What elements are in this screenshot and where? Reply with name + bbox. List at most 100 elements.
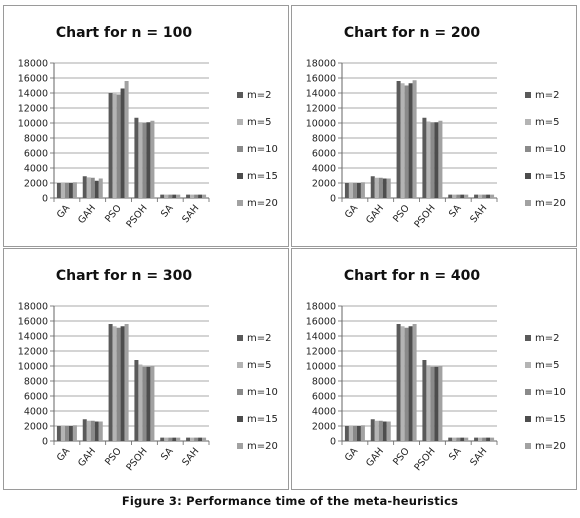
legend-swatch	[237, 119, 243, 125]
bar-sah-m5	[190, 194, 195, 198]
chart-svg: Chart for n = 100 0 2000 4000 6000 8000 10000 1…	[18, 25, 278, 230]
legend-swatch	[525, 362, 531, 368]
x-tick-label: PSO	[103, 203, 124, 225]
bar-sa-m10	[168, 437, 173, 441]
bar-gah-m10	[378, 177, 383, 198]
bar-sa-m10	[456, 194, 461, 198]
bar-ga-m2	[56, 426, 61, 441]
bar-pso-m5	[112, 93, 117, 198]
y-tick-label: 4000	[24, 407, 48, 418]
bar-pso-m15	[408, 326, 413, 441]
bar-sah-m20	[202, 194, 207, 198]
bar-psoh-m5	[426, 365, 431, 441]
legend-label: m=2	[535, 90, 559, 101]
legend-label: m=10	[247, 144, 278, 155]
bar-psoh-m2	[134, 117, 139, 198]
bar-psoh-m2	[422, 360, 427, 441]
bar-sa-m15	[460, 437, 465, 441]
y-tick-label: 16000	[306, 317, 336, 328]
legend-label: m=5	[247, 117, 271, 128]
legend-swatch	[237, 200, 243, 206]
bar-sah-m10	[194, 194, 199, 198]
bar-psoh-m5	[426, 121, 431, 198]
chart-panel-n400: Chart for n = 400 0 2000 4000 6000 8000 10000 1…	[291, 248, 577, 490]
y-tick-label: 8000	[312, 377, 336, 388]
bar-gah-m20	[386, 178, 391, 198]
bar-sah-m10	[482, 194, 487, 198]
bar-sah-m5	[478, 194, 483, 198]
y-tick-label: 12000	[18, 347, 48, 358]
y-tick-label: 12000	[306, 347, 336, 358]
bar-sah-m20	[490, 194, 495, 198]
bar-sa-m10	[168, 194, 173, 198]
chart-title: Chart for n = 300	[56, 268, 193, 284]
bar-sa-m20	[464, 437, 469, 441]
bar-gah-m2	[82, 176, 87, 198]
chart-title: Chart for n = 200	[344, 25, 481, 41]
bar-sah-m15	[198, 194, 203, 198]
legend-swatch	[525, 389, 531, 395]
bar-ga-m20	[360, 425, 365, 441]
bar-pso-m15	[120, 326, 125, 441]
bar-sa-m15	[172, 437, 177, 441]
y-tick-label: 14000	[306, 332, 336, 343]
bar-sah-m2	[474, 194, 479, 198]
x-tick-label: SAH	[180, 446, 201, 468]
bar-ga-m10	[352, 183, 357, 198]
x-tick-label: SAH	[468, 203, 489, 225]
bar-pso-m2	[108, 324, 113, 441]
x-tick-label: SA	[447, 445, 464, 462]
x-tick-label: SAH	[468, 446, 489, 468]
legend-swatch	[525, 173, 531, 179]
y-tick-label: 16000	[306, 74, 336, 85]
legend-label: m=2	[247, 333, 271, 344]
y-tick-label: 0	[42, 194, 48, 205]
chart-svg: Chart for n = 300 0 2000 4000 6000 8000 10000 1…	[18, 268, 278, 473]
x-tick-label: PSO	[103, 446, 124, 468]
legend-swatch	[237, 443, 243, 449]
bar-psoh-m15	[146, 366, 151, 441]
bar-ga-m5	[348, 183, 353, 198]
bar-ga-m15	[68, 183, 73, 198]
bar-gah-m5	[374, 420, 379, 441]
x-tick-label: PSOH	[412, 446, 437, 473]
bar-ga-m10	[64, 426, 69, 441]
bar-psoh-m15	[434, 366, 439, 441]
bar-psoh-m2	[134, 360, 139, 441]
legend-label: m=15	[247, 171, 278, 182]
x-tick-label: SA	[159, 202, 176, 219]
x-tick-label: GAH	[76, 446, 98, 469]
x-tick-label: GA	[55, 202, 73, 220]
bar-psoh-m20	[150, 120, 155, 198]
legend-swatch	[525, 119, 531, 125]
y-tick-label: 18000	[18, 59, 48, 70]
y-tick-label: 2000	[24, 422, 48, 433]
legend-swatch	[237, 335, 243, 341]
bar-pso-m15	[120, 88, 125, 198]
y-tick-label: 18000	[306, 302, 336, 313]
bar-pso-m10	[116, 327, 121, 441]
bar-pso-m2	[396, 81, 401, 198]
bar-ga-m2	[56, 183, 61, 198]
bar-sa-m20	[176, 194, 181, 198]
bar-sa-m15	[172, 194, 177, 198]
legend-swatch	[237, 146, 243, 152]
y-tick-label: 16000	[18, 74, 48, 85]
bar-ga-m5	[348, 426, 353, 441]
x-tick-label: GAH	[364, 446, 386, 469]
bar-sa-m2	[448, 194, 453, 198]
x-tick-label: GA	[343, 202, 361, 220]
y-tick-label: 6000	[24, 392, 48, 403]
bar-ga-m5	[60, 183, 65, 198]
bar-psoh-m2	[422, 117, 427, 198]
bar-pso-m15	[408, 83, 413, 198]
y-tick-label: 6000	[312, 392, 336, 403]
y-tick-label: 6000	[24, 149, 48, 160]
bar-gah-m20	[386, 421, 391, 441]
bar-psoh-m10	[430, 366, 435, 441]
bar-sah-m2	[474, 437, 479, 441]
figure-caption: Figure 3: Performance time of the meta-h…	[121, 494, 459, 508]
x-tick-label: PSOH	[412, 203, 437, 230]
bar-psoh-m20	[438, 120, 443, 198]
bar-sa-m20	[464, 194, 469, 198]
